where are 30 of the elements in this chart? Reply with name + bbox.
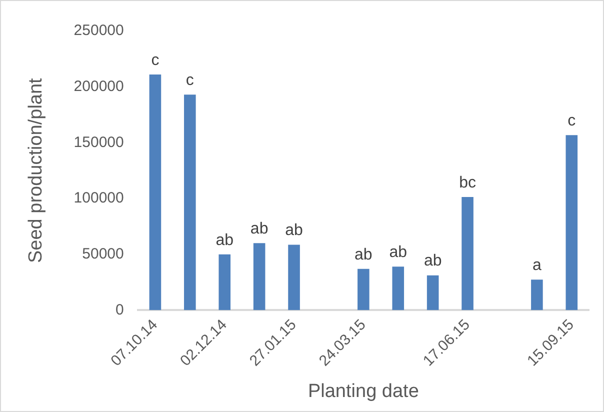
- y-tick-label: 100000: [74, 190, 124, 207]
- y-tick-label: 0: [116, 301, 124, 318]
- bar: [218, 254, 231, 310]
- bar: [288, 244, 300, 310]
- bar: [358, 268, 370, 310]
- y-tick-label: 150000: [74, 134, 124, 151]
- bar: [149, 74, 162, 310]
- data-label: bc: [459, 174, 476, 192]
- y-tick-label: 50000: [82, 245, 124, 262]
- y-axis-title: Seed production/plant: [26, 77, 47, 264]
- bar: [253, 243, 266, 310]
- bar: [462, 196, 474, 310]
- bar: [531, 280, 543, 310]
- bar: [426, 275, 439, 310]
- data-label: a: [532, 256, 542, 274]
- data-label: c: [186, 72, 194, 90]
- data-label: ab: [424, 252, 442, 270]
- data-label: ab: [250, 220, 268, 238]
- bar: [184, 94, 196, 310]
- bar: [566, 135, 578, 310]
- x-axis-title: Planting date: [308, 380, 419, 402]
- y-tick-label: 200000: [74, 78, 124, 95]
- data-label: c: [151, 52, 160, 69]
- data-label: ab: [216, 232, 234, 249]
- data-label: ab: [354, 246, 372, 264]
- data-label: c: [568, 112, 576, 130]
- data-label: ab: [285, 222, 304, 240]
- data-label: ab: [389, 244, 408, 262]
- y-tick-label: 250000: [74, 22, 124, 40]
- bar: [392, 266, 404, 310]
